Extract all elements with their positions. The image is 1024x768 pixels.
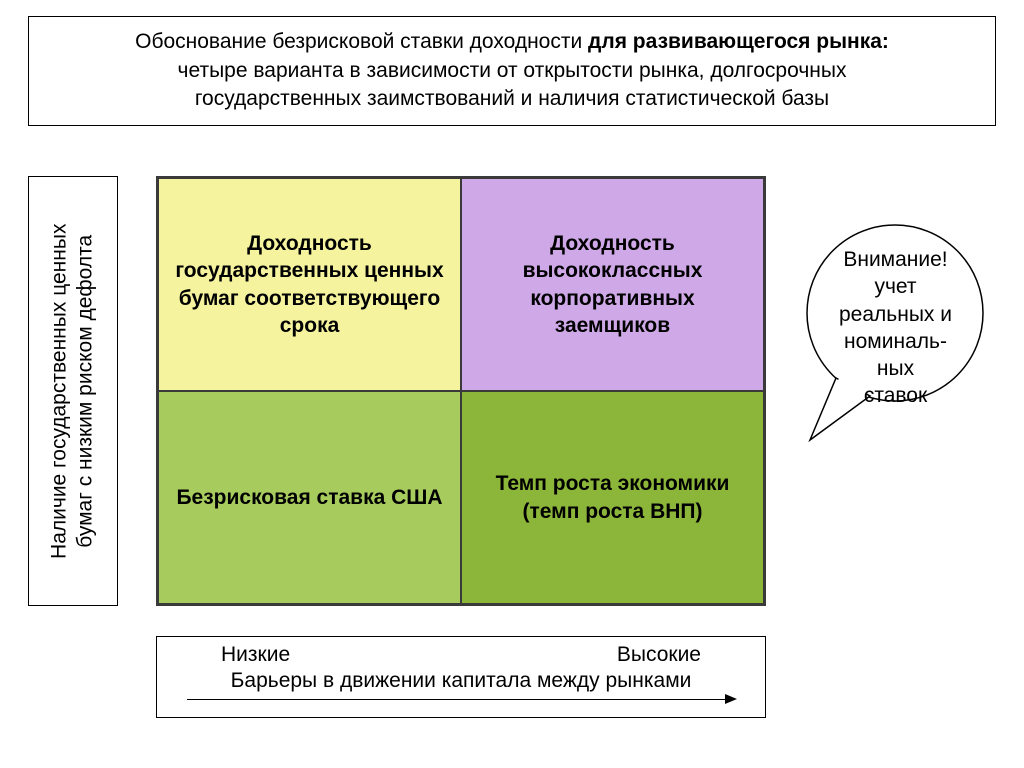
attention-callout: Внимание! учет реальных и номиналь- ных … [800,218,995,448]
quadrant-bottom-left: Безрисковая ставка США [158,391,461,604]
title-line2: четыре варианта в зависимости от открыто… [178,59,847,82]
x-axis-right-label: Высокие [617,643,701,667]
title-prefix: Обоснование безрисковой ставки доходност… [135,30,588,53]
callout-line-3: номиналь- [844,330,947,353]
x-axis-caption: Барьеры в движении капитала между рынкам… [181,669,741,693]
callout-line-5: ставок [864,384,927,407]
quadrant-matrix: Доходность государственных ценных бумаг … [156,176,766,606]
callout-line-2: реальных и [839,303,952,326]
y-axis-line1: Наличие государственных ценных [48,223,71,558]
callout-line-0: Внимание! [843,248,947,271]
x-axis-arrow [181,695,741,707]
title-bold: для развивающегося рынка: [588,30,889,53]
callout-line-1: учет [874,275,916,298]
quadrant-bottom-right: Темп роста экономики (темп роста ВНП) [461,391,764,604]
quadrant-top-left: Доходность государственных ценных бумаг … [158,178,461,391]
x-axis-left-label: Низкие [221,643,290,667]
callout-line-4: ных [877,357,914,380]
y-axis-label: Наличие государственных ценных бумаг с н… [35,176,111,606]
title-box: Обоснование безрисковой ставки доходност… [28,16,996,126]
y-axis-line2: бумаг с низким риском дефолта [74,235,97,548]
x-axis-box: Низкие Высокие Барьеры в движении капита… [156,636,766,718]
title-line3: государственных заимствований и наличия … [195,87,829,110]
quadrant-top-right: Доходность высококлассных корпоративных … [461,178,764,391]
